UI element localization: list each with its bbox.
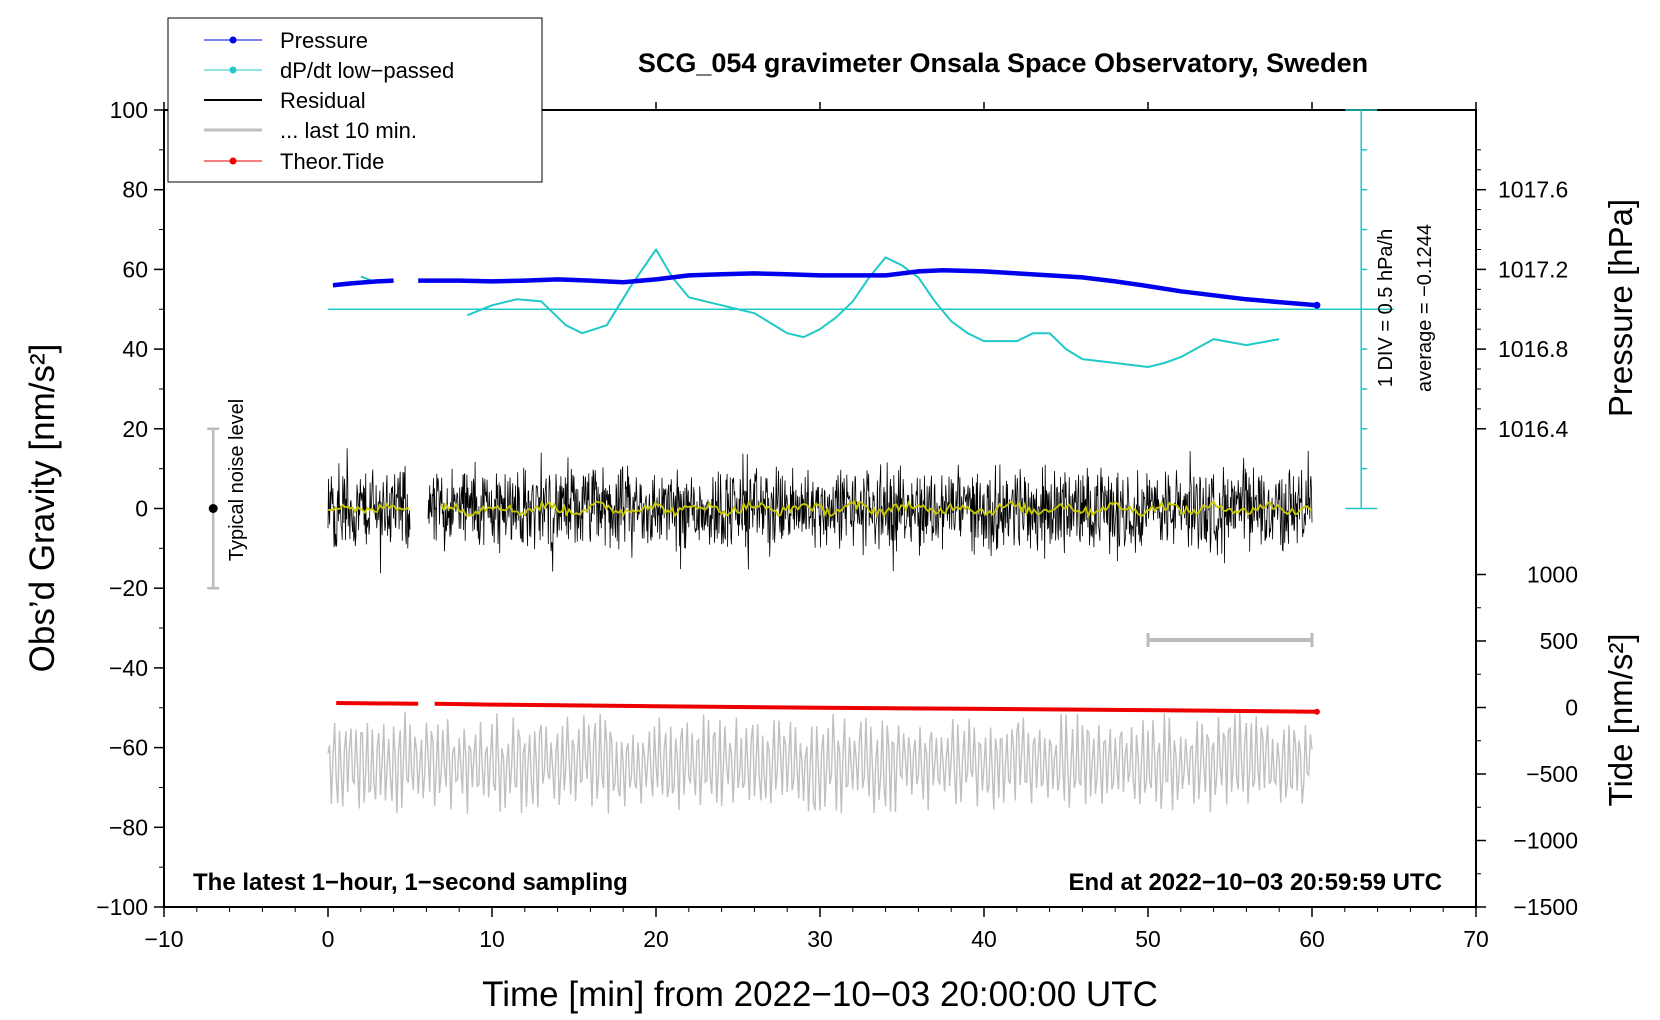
pressure-axis-label: Pressure [hPa] [1602,199,1639,417]
y-tick-label: −20 [109,575,148,601]
tide-tick-label: 0 [1565,695,1578,721]
annotation-sampling: The latest 1−hour, 1−second sampling [193,869,628,896]
tide-tick-label: −1500 [1513,894,1578,920]
pressure-tick-label: 1016.4 [1498,416,1569,442]
x-tick-label: 70 [1463,926,1489,952]
y-tick-label: −100 [96,894,148,920]
chart-title: SCG_054 gravimeter Onsala Space Observat… [638,48,1368,78]
pressure-tick-label: 1017.6 [1498,177,1568,203]
x-tick-label: 10 [479,926,505,952]
legend: Pressure dP/dt low−passed Residual ... l… [167,17,543,183]
x-tick-label: −10 [144,926,183,952]
y-tick-label: 100 [110,97,148,123]
legend-marker-dpdt [229,66,237,74]
y-axis-label: Obs’d Gravity [nm/s²] [23,344,62,673]
tide-line [336,701,1317,714]
y-tick-label: 80 [122,177,148,203]
x-tick-label: 40 [971,926,997,952]
pressure-tick-label: 1017.2 [1498,256,1568,282]
legend-label-last10: ... last 10 min. [280,118,417,143]
residual-line [327,448,1313,574]
tide-tick-label: −1000 [1513,828,1578,854]
x-tick-label: 20 [643,926,669,952]
tide-axis-label: Tide [nm/s²] [1602,634,1639,807]
x-axis-label: Time [min] from 2022−10−03 20:00:00 UTC [482,975,1158,1014]
legend-marker-pressure [229,36,237,44]
x-tick-label: 0 [322,926,335,952]
legend-label-pressure: Pressure [280,28,368,53]
last-10-min-line [327,711,1313,814]
noise-level-label: Typical noise level [226,399,248,561]
annotation-end-time: End at 2022−10−03 20:59:59 UTC [1068,869,1442,896]
x-tick-label: 30 [807,926,833,952]
y-tick-label: −80 [109,814,148,840]
tide-end-point [1313,708,1320,715]
y-tick-label: 20 [122,416,148,442]
legend-label-tide: Theor.Tide [280,149,384,174]
dpdt-fragment [360,275,371,282]
y-tick-label: 0 [135,496,148,522]
legend-marker-tide [229,157,237,165]
residual-smoothed-line [327,499,1313,519]
dpdt-line [467,248,1280,368]
y-tick-label: −60 [109,735,148,761]
pressure-line [332,267,1318,308]
average-label: average = −0.1244 [1414,224,1436,392]
legend-label-residual: Residual [280,88,366,113]
y-tick-label: 40 [122,336,148,362]
y-tick-label: −40 [109,655,148,681]
noise-level-point [208,504,218,513]
x-tick-label: 50 [1135,926,1161,952]
y-tick-label: 60 [122,256,148,282]
pressure-end-point [1313,301,1321,309]
tide-tick-label: 1000 [1527,562,1578,588]
legend-label-dpdt: dP/dt low−passed [280,58,454,83]
div-scale-label: 1 DIV = 0.5 hPa/h [1375,229,1397,387]
x-tick-label: 60 [1299,926,1325,952]
tide-tick-label: 500 [1540,628,1578,654]
pressure-tick-label: 1016.8 [1498,336,1568,362]
tide-tick-label: −500 [1526,761,1578,787]
